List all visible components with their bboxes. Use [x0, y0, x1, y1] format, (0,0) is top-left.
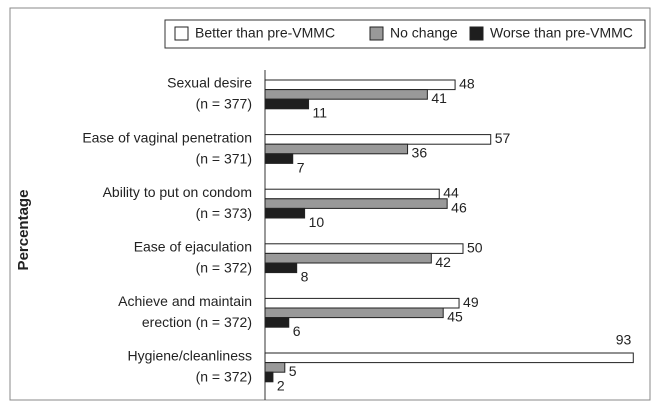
legend-swatch [174, 26, 189, 41]
value-label: 57 [495, 130, 511, 146]
category-label: (n = 372) [196, 369, 252, 385]
category-label: Ability to put on condom [103, 184, 252, 200]
bar [264, 207, 306, 219]
category-label: (n = 373) [196, 205, 252, 221]
value-label: 44 [443, 185, 459, 201]
value-label: 11 [313, 105, 328, 121]
bar [264, 143, 409, 155]
bar [264, 198, 448, 209]
category-label: Achieve and maintain [118, 293, 252, 309]
bar [264, 252, 432, 264]
category-label: Ease of ejaculation [134, 239, 252, 255]
bar [264, 317, 290, 328]
bar [264, 243, 464, 254]
legend-label: Better than pre-VMMC [195, 25, 335, 41]
bar [264, 352, 634, 364]
legend-swatch [369, 26, 384, 41]
bar [264, 134, 492, 145]
bar [264, 262, 298, 274]
value-label: 36 [412, 145, 428, 161]
bar [264, 89, 428, 100]
value-label: 2 [277, 378, 285, 394]
category-label: erection (n = 372) [142, 314, 252, 330]
bar [264, 371, 274, 383]
category-label: (n = 371) [196, 150, 252, 166]
bar [264, 362, 286, 373]
axis-label: Percentage [15, 190, 32, 271]
legend [164, 19, 646, 49]
value-label: 46 [451, 199, 467, 215]
value-label: 45 [447, 309, 463, 325]
legend-swatch [469, 26, 484, 41]
bar [264, 98, 310, 110]
value-label: 93 [616, 332, 632, 348]
bar [264, 153, 294, 164]
category-label: (n = 372) [196, 260, 252, 276]
value-label: 10 [309, 214, 325, 230]
value-label: 7 [297, 159, 305, 175]
value-label: 41 [431, 90, 447, 106]
category-label: (n = 377) [196, 96, 252, 112]
value-label: 5 [289, 363, 297, 379]
bar [264, 307, 444, 319]
category-label: Ease of vaginal penetration [82, 129, 252, 145]
value-label: 8 [301, 269, 309, 285]
value-label: 6 [293, 323, 301, 339]
value-label: 42 [435, 254, 451, 270]
value-label: 49 [463, 294, 479, 310]
bar [264, 297, 460, 309]
bar [264, 188, 440, 200]
legend-label: No change [390, 25, 458, 41]
bar [264, 79, 456, 91]
value-label: 48 [459, 76, 475, 92]
legend-label: Worse than pre-VMMC [490, 25, 633, 41]
category-label: Sexual desire [167, 75, 252, 91]
category-label: Hygiene/cleanliness [127, 348, 252, 364]
value-label: 50 [467, 239, 483, 255]
